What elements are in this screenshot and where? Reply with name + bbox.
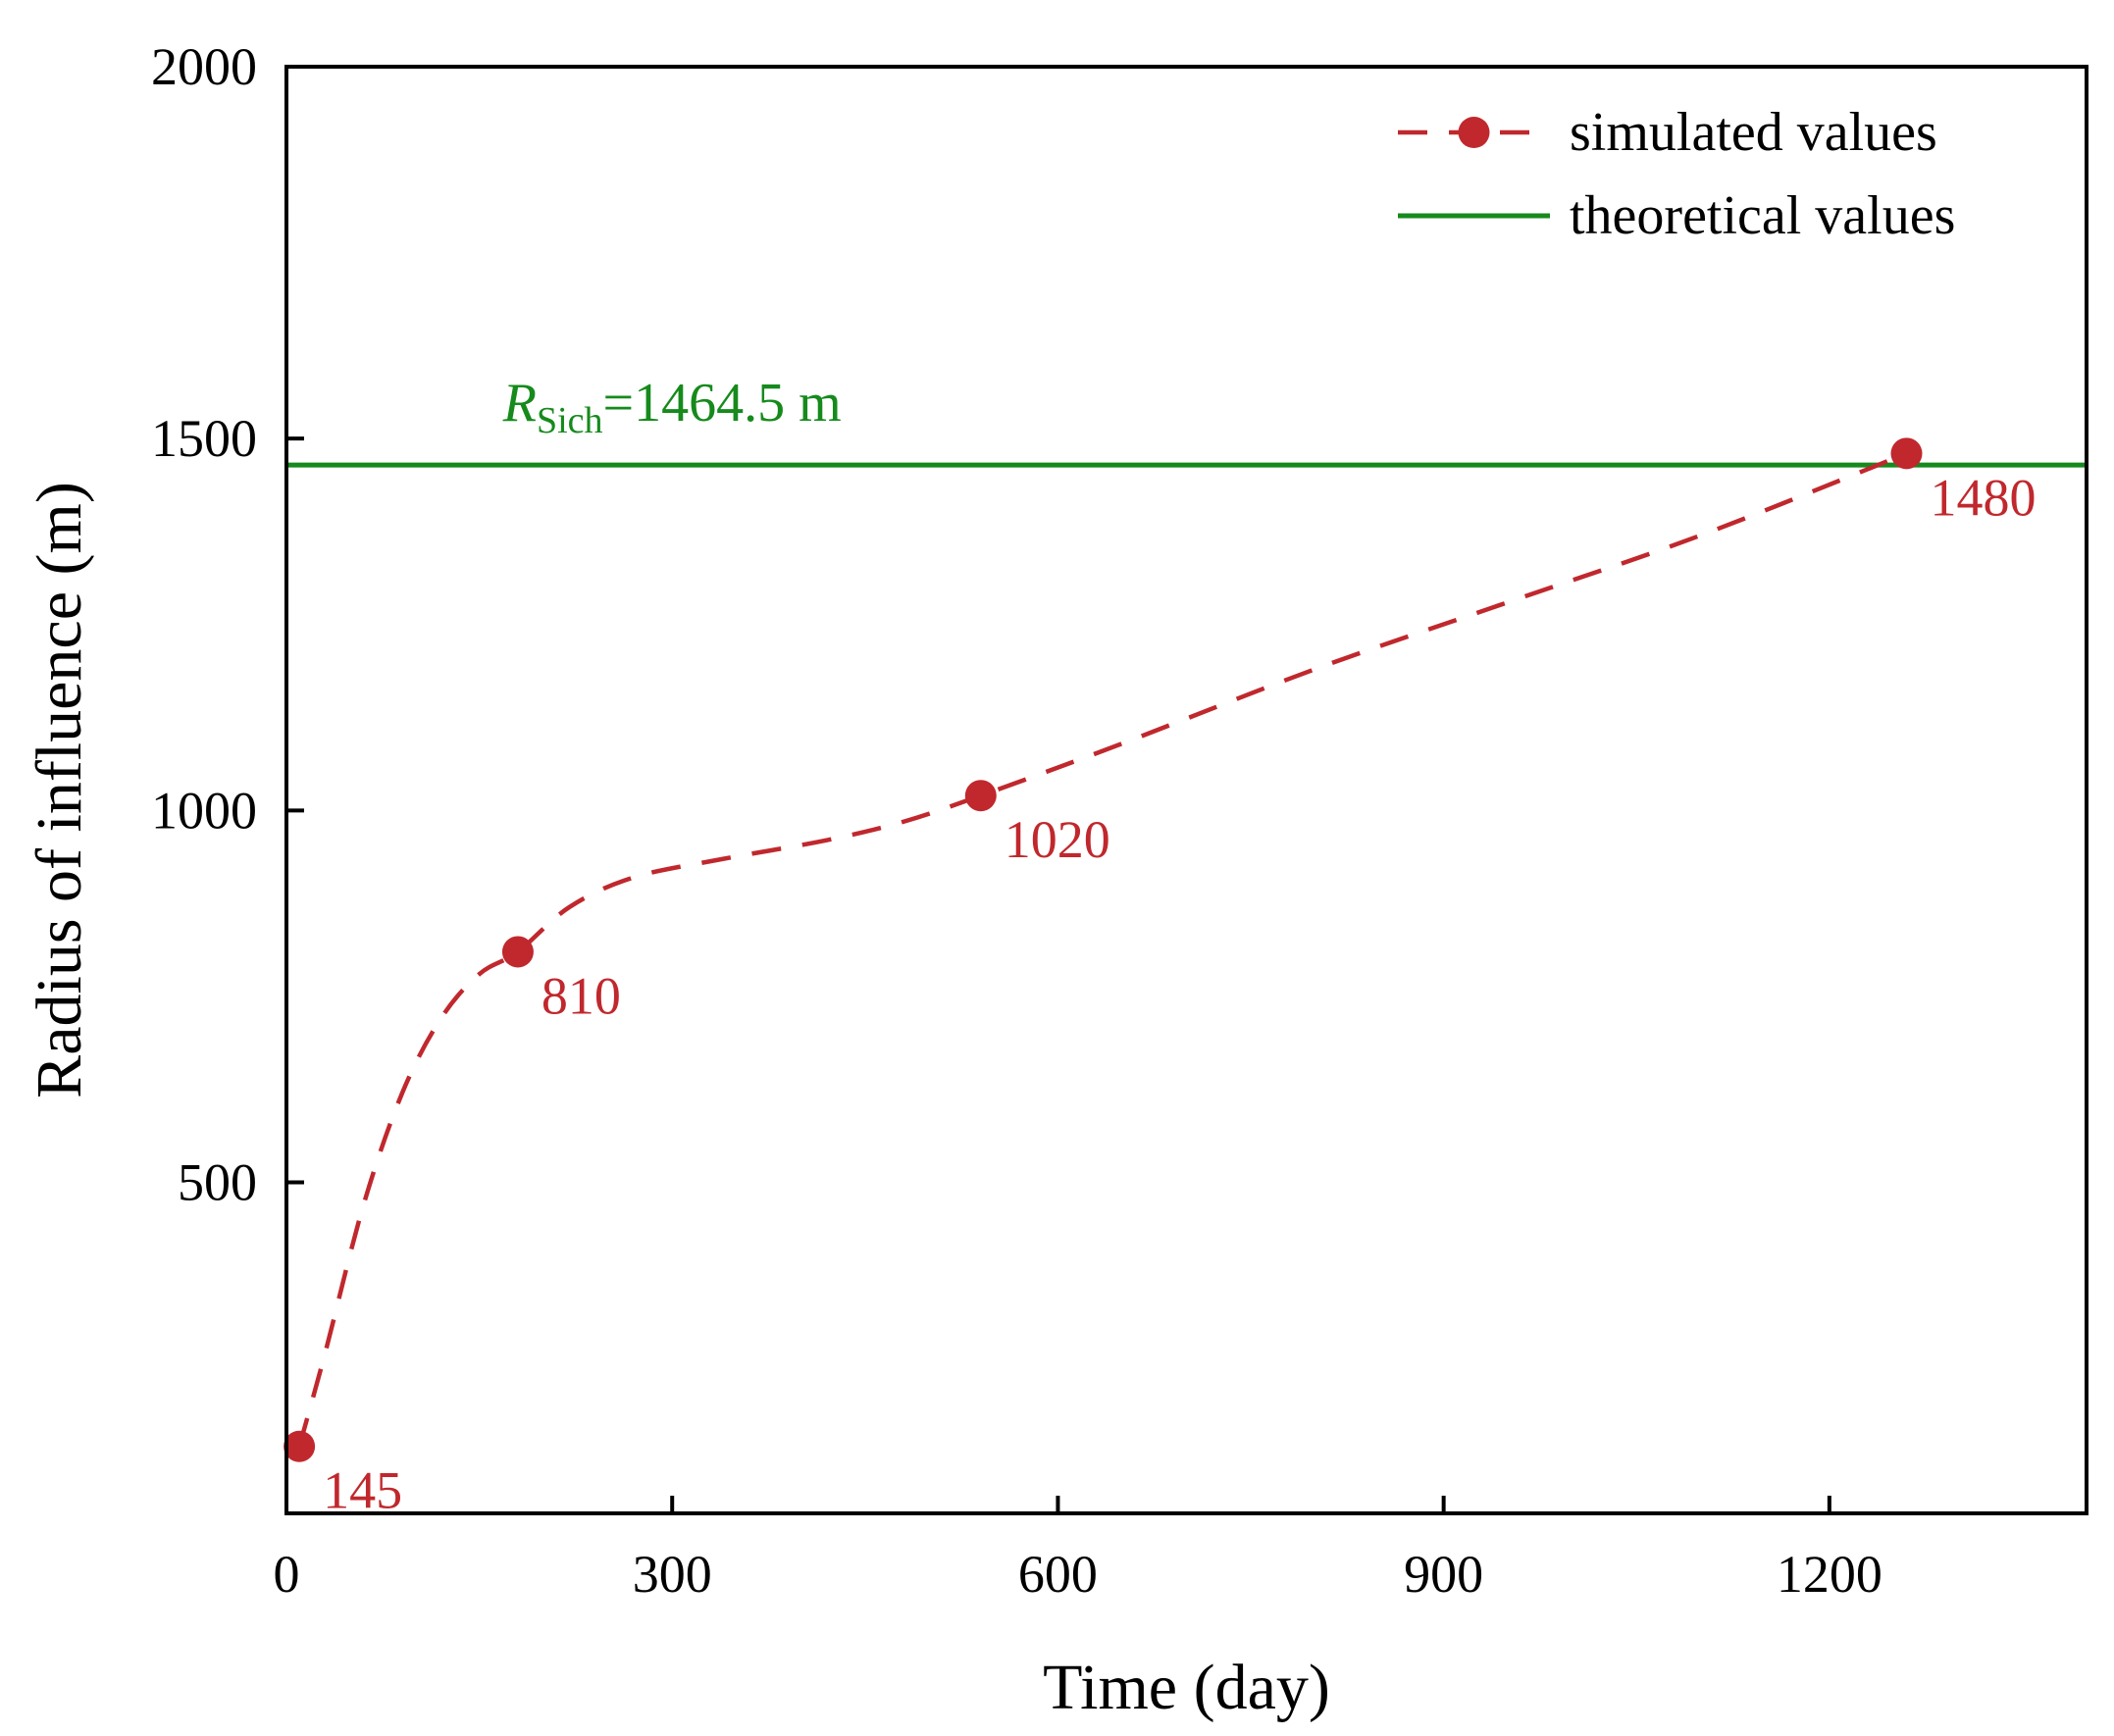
theoretical-value-annotation: RSich=1464.5 m xyxy=(502,373,842,441)
x-axis-title: Time (day) xyxy=(1043,1652,1330,1723)
x-tick-label-0: 0 xyxy=(274,1545,300,1604)
y-tick-label-2000: 2000 xyxy=(151,37,257,96)
legend-simulated-marker xyxy=(1458,117,1490,148)
annotation-value: =1464.5 m xyxy=(603,373,842,434)
y-tick-label-1000: 1000 xyxy=(151,781,257,840)
legend-theoretical-label: theoretical values xyxy=(1570,185,1955,246)
simulated-point-145 xyxy=(284,1430,316,1462)
annotation-subscript: Sich xyxy=(537,400,603,441)
legend-simulated-label: simulated values xyxy=(1570,102,1937,163)
simulated-point-1020 xyxy=(964,780,997,812)
data-label-1480: 1480 xyxy=(1931,468,2037,527)
axes-layer: 0 300 600 900 1200 500 1000 1500 2000 Time (day) R… xyxy=(24,37,2088,1723)
data-label-145: 145 xyxy=(323,1461,402,1520)
data-label-1020: 1020 xyxy=(1005,810,1110,869)
x-tick-label-1200: 1200 xyxy=(1777,1545,1882,1604)
plot-marks: 145 810 1020 1480 RSich=1464.5 m xyxy=(284,373,2087,1520)
legend: simulated values theoretical values xyxy=(1398,102,1955,246)
x-tick-label-600: 600 xyxy=(1018,1545,1098,1604)
y-axis-title: Radius of influence (m) xyxy=(24,482,95,1098)
data-label-810: 810 xyxy=(541,966,621,1025)
y-tick-label-1500: 1500 xyxy=(151,409,257,468)
x-tick-label-900: 900 xyxy=(1404,1545,1483,1604)
simulated-point-1480 xyxy=(1890,437,1923,470)
annotation-symbol: R xyxy=(502,373,537,434)
simulated-point-810 xyxy=(501,936,534,968)
y-tick-label-500: 500 xyxy=(178,1153,257,1212)
plot-frame xyxy=(284,65,2088,1515)
simulated-values-line xyxy=(296,451,1908,1448)
x-tick-label-300: 300 xyxy=(633,1545,712,1604)
